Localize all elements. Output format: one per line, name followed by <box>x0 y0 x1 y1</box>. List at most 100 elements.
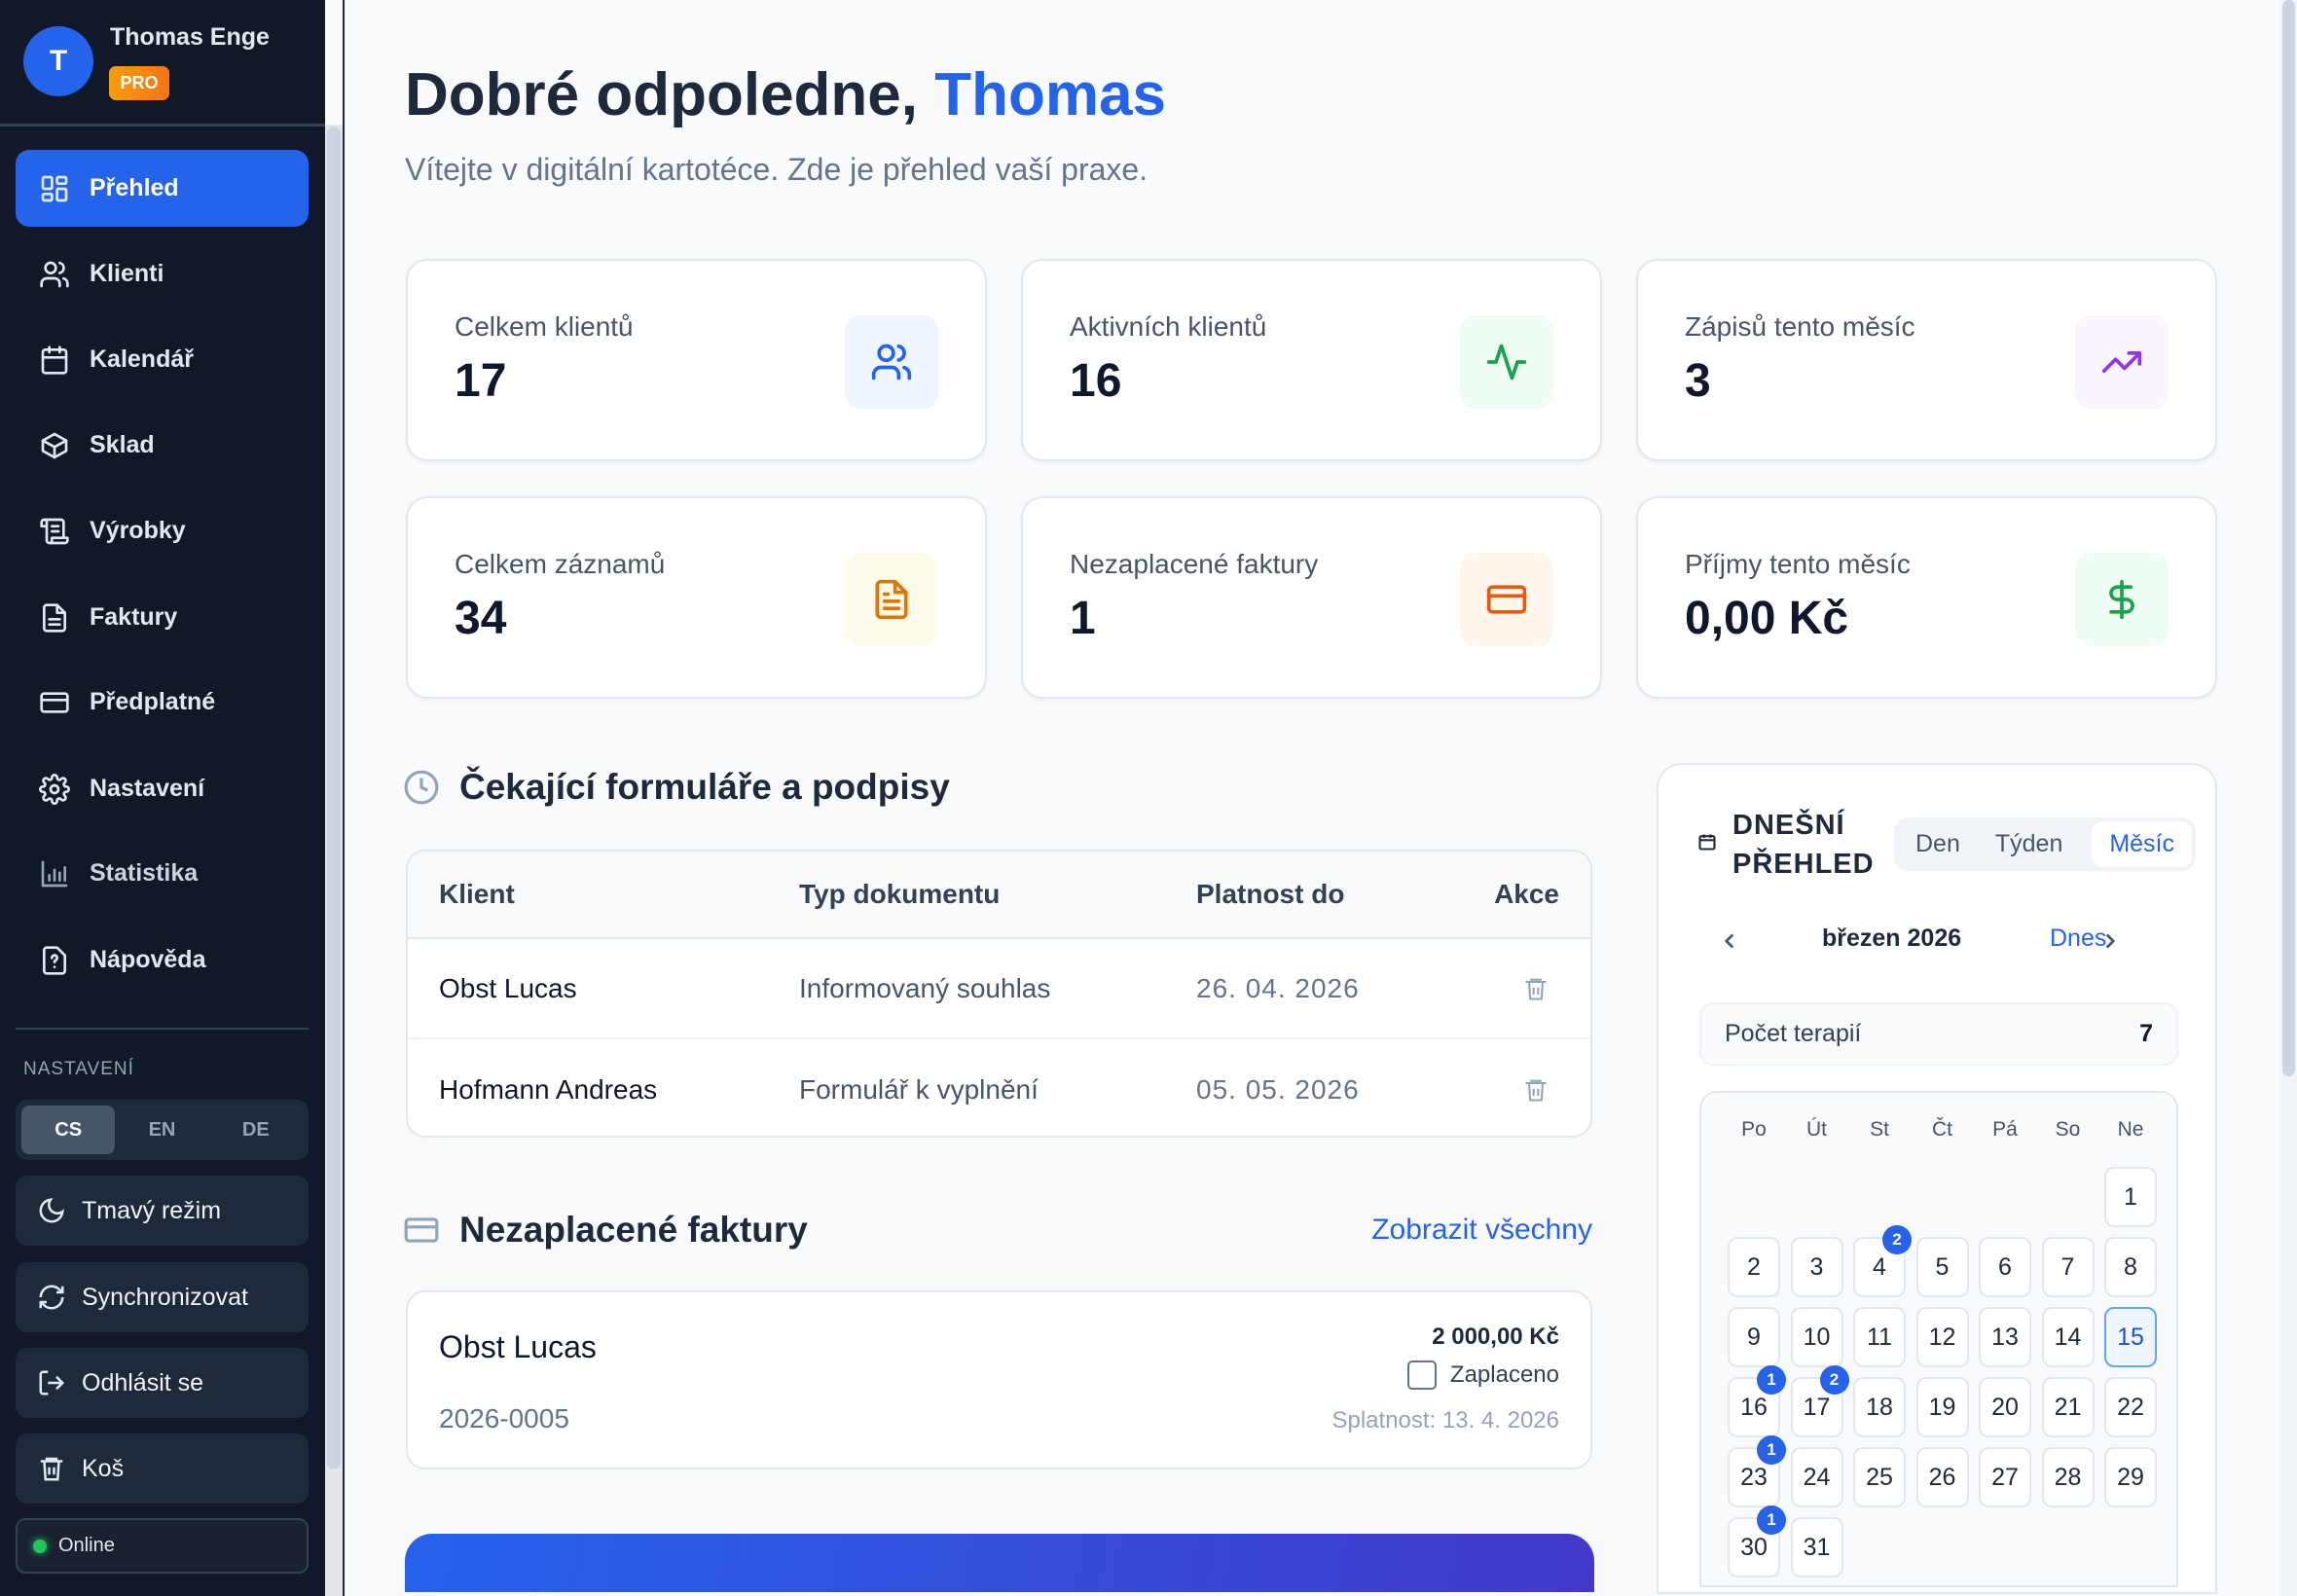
sidebar-item-calendar[interactable]: Kalendář <box>16 321 309 398</box>
stat-card[interactable]: Zápisů tento měsíc 3 <box>1636 259 2217 461</box>
stat-card[interactable]: Aktivních klientů 16 <box>1021 259 1602 461</box>
calendar-day[interactable]: 22 <box>2104 1377 2157 1437</box>
help-icon <box>43 945 66 975</box>
view-all-invoices-link[interactable]: Zobrazit všechny <box>1371 1214 1592 1246</box>
calendar-day[interactable]: 11 <box>1853 1307 1906 1367</box>
calendar-day[interactable]: 13 <box>1979 1307 2031 1367</box>
avatar[interactable]: T <box>23 26 93 96</box>
appointment-count-badge: 2 <box>1819 1365 1849 1395</box>
calendar-day[interactable]: 18 <box>1853 1377 1906 1437</box>
calendar-day[interactable]: 5 <box>1915 1237 1969 1297</box>
sidebar-item-help[interactable]: Nápověda <box>16 922 309 998</box>
invoice-due-date: Splatnost: 13. 4. 2026 <box>1331 1407 1559 1433</box>
calendar-day[interactable]: 27 <box>1979 1447 2031 1507</box>
box-icon <box>41 432 68 458</box>
stat-card[interactable]: Nezaplacené faktury 1 <box>1021 496 1602 699</box>
calendar-day[interactable]: 12 <box>1915 1307 1969 1367</box>
sidebar-item-scroll[interactable]: Výrobky <box>16 492 309 569</box>
lang-de-button[interactable]: DE <box>241 1118 270 1141</box>
dark-mode-button[interactable]: Tmavý režim <box>16 1176 309 1246</box>
stat-label: Celkem klientů <box>455 311 634 342</box>
gear-icon <box>39 773 70 805</box>
calendar-day[interactable]: 8 <box>2104 1237 2157 1297</box>
calendar-day[interactable]: 23 1 <box>1728 1435 1786 1507</box>
today-button[interactable]: Dnes <box>2050 925 2107 952</box>
calendar-day[interactable]: 28 <box>2041 1447 2095 1507</box>
sidebar-item-file[interactable]: Faktury <box>16 579 309 656</box>
weekday-label: Ne <box>2117 1118 2144 1141</box>
calendar-day[interactable]: 10 <box>1790 1307 1843 1367</box>
chevron-right-icon[interactable] <box>2097 928 2123 954</box>
weekday-label: Pá <box>1992 1118 2018 1141</box>
calendar-day[interactable]: 1 <box>2104 1167 2157 1227</box>
therapy-count-label: Počet terapií <box>1725 1020 1862 1047</box>
credit-card-icon <box>404 1217 439 1243</box>
calendar-icon <box>41 345 68 375</box>
delete-button[interactable] <box>1522 1076 1550 1104</box>
document-type-cell: Formulář k vyplnění <box>799 1073 1039 1105</box>
sidebar-item-gear[interactable]: Nastavení <box>16 750 309 827</box>
calendar-day[interactable]: 25 <box>1853 1447 1906 1507</box>
stat-value: 17 <box>455 355 507 407</box>
sidebar-scrollbar-thumb[interactable] <box>327 127 341 1469</box>
stat-label: Příjmy tento měsíc <box>1685 549 1911 579</box>
chevron-left-icon[interactable] <box>1717 928 1742 954</box>
stat-card[interactable]: Příjmy tento měsíc 0,00 Kč <box>1636 496 2217 699</box>
day-number: 22 <box>2117 1393 2144 1421</box>
invoice-card[interactable]: Obst Lucas 2026-0005 2 000,00 Kč Zaplace… <box>406 1290 1592 1469</box>
sidebar-item-users[interactable]: Klienti <box>16 236 309 312</box>
calendar-day[interactable]: 15 <box>2104 1307 2157 1367</box>
sidebar-item-box[interactable]: Sklad <box>16 407 309 484</box>
calendar-day[interactable]: 29 <box>2104 1447 2157 1507</box>
calendar-day[interactable]: 16 1 <box>1728 1365 1786 1437</box>
day-number: 23 <box>1740 1463 1768 1491</box>
calendar-day[interactable]: 17 2 <box>1790 1365 1849 1437</box>
logout-button[interactable]: Odhlásit se <box>16 1348 309 1418</box>
unpaid-invoices-heading: Nezaplacené faktury <box>403 1210 808 1251</box>
view-week-tab[interactable]: Týden <box>1994 830 2063 857</box>
calendar-day[interactable]: 26 <box>1915 1447 1969 1507</box>
divider <box>0 124 325 127</box>
panel-title-line: PŘEHLED <box>1732 849 1875 880</box>
paid-checkbox[interactable] <box>1406 1360 1437 1390</box>
calendar-day[interactable]: 30 1 <box>1728 1505 1786 1578</box>
calendar-day[interactable]: 7 <box>2041 1237 2095 1297</box>
calendar-day[interactable]: 6 <box>1979 1237 2031 1297</box>
sidebar-item-bar-chart[interactable]: Statistika <box>16 835 309 912</box>
calendar-day[interactable]: 31 <box>1790 1517 1843 1578</box>
paid-checkbox-row[interactable]: Zaplaceno <box>1406 1360 1559 1390</box>
calendar-day[interactable]: 3 <box>1790 1237 1843 1297</box>
stat-card[interactable]: Celkem klientů 17 <box>406 259 987 461</box>
calendar-day[interactable]: 9 <box>1728 1307 1780 1367</box>
lang-en-button[interactable]: EN <box>148 1118 176 1141</box>
calendar-day[interactable]: 19 <box>1915 1377 1969 1437</box>
calendar-day[interactable]: 21 <box>2041 1377 2095 1437</box>
stat-card[interactable]: Celkem záznamů 34 <box>406 496 987 699</box>
document-type-cell: Informovaný souhlas <box>799 972 1051 1003</box>
sidebar-item-credit-card[interactable]: Předplatné <box>16 664 309 741</box>
calendar-day[interactable]: 24 <box>1790 1447 1843 1507</box>
appointment-count-badge: 2 <box>1882 1225 1912 1254</box>
view-day-tab[interactable]: Den <box>1915 830 1960 857</box>
stat-icon-box <box>1460 315 1553 409</box>
user-name: Thomas Enge <box>110 23 270 51</box>
sidebar-item-grid[interactable]: Přehled <box>16 150 309 227</box>
trash-button[interactable]: Koš <box>16 1433 309 1504</box>
day-number: 8 <box>2124 1252 2137 1281</box>
column-header: Akce <box>1494 879 1559 909</box>
lang-cs-button[interactable]: CS <box>21 1106 116 1154</box>
day-number: 2 <box>1747 1252 1761 1281</box>
client-cell: Obst Lucas <box>439 972 577 1003</box>
delete-button[interactable] <box>1522 975 1550 1002</box>
calendar-day[interactable]: 2 <box>1728 1237 1780 1297</box>
table-header: Klient Typ dokumentu Platnost do Akce <box>408 852 1590 939</box>
sidebar-item-label: Kalendář <box>90 345 194 373</box>
view-month-tab[interactable]: Měsíc <box>2092 821 2192 867</box>
calendar-day[interactable]: 14 <box>2041 1307 2095 1367</box>
calendar-day[interactable]: 20 <box>1979 1377 2031 1437</box>
appointment-count-badge: 1 <box>1757 1435 1786 1465</box>
sync-button[interactable]: Synchronizovat <box>16 1262 309 1332</box>
sidebar-item-label: Sklad <box>90 431 155 458</box>
page-scrollbar-thumb[interactable] <box>2282 0 2295 1076</box>
